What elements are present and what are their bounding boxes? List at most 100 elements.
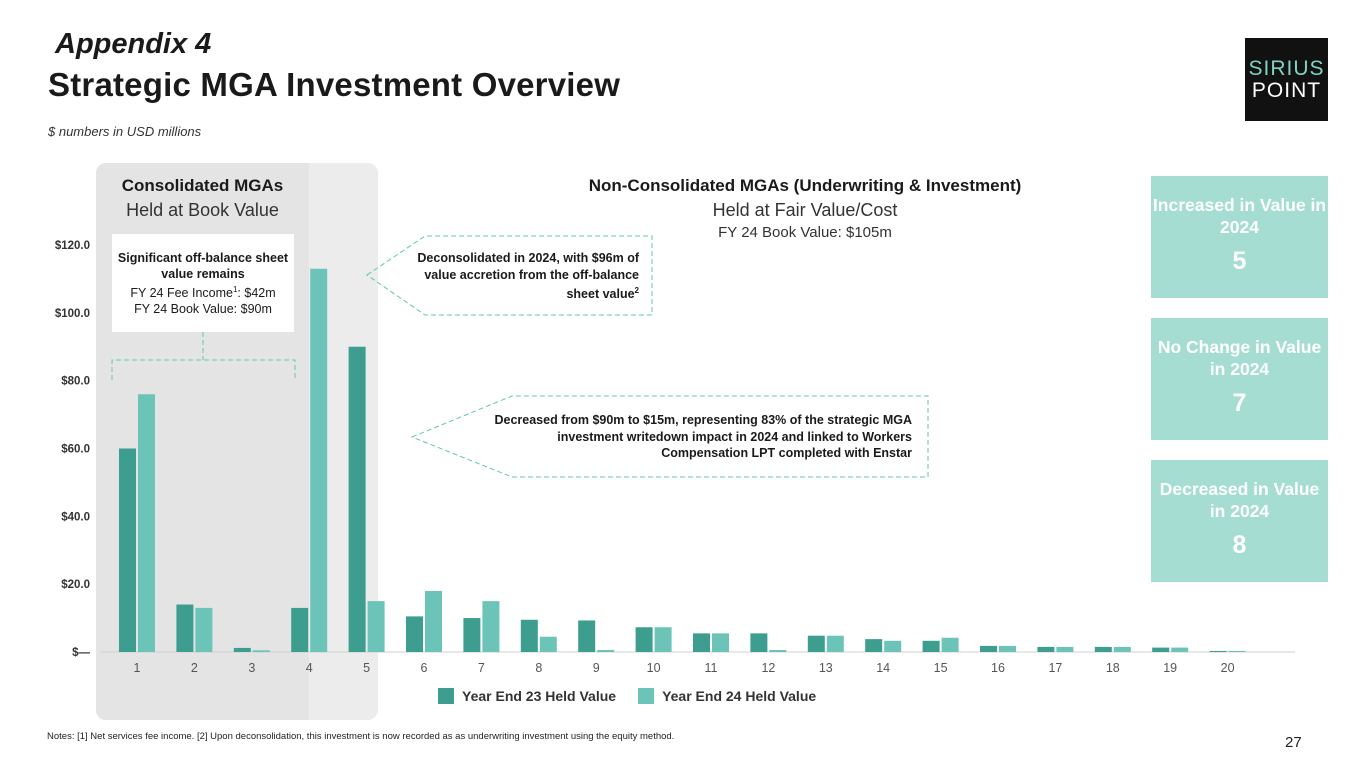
bar-ye24 [539, 636, 557, 652]
deconsolidated-footnote-ref: 2 [634, 286, 639, 295]
sirius-point-logo: SIRIUS POINT [1245, 38, 1328, 121]
bar-ye24 [195, 607, 213, 652]
logo-line-2: POINT [1251, 78, 1322, 102]
y-tick-label: $20.0 [61, 579, 90, 591]
bar-ye24 [1113, 646, 1131, 652]
decreased-value-box: Decreased in Value in 2024 8 [1151, 460, 1328, 582]
x-tick-label: 2 [191, 661, 198, 675]
bar-ye24 [999, 645, 1016, 652]
legend-item-ye24: Year End 24 Held Value [638, 688, 816, 704]
x-tick-label: 14 [876, 661, 890, 675]
bar-ye23 [865, 639, 883, 652]
consolidated-bracket [111, 359, 296, 380]
consolidated-subtitle: Held at Book Value [126, 200, 279, 220]
x-tick-label: 16 [991, 661, 1005, 675]
bar-ye23 [750, 633, 768, 652]
decreased-value-label: Decreased in Value in 2024 [1159, 479, 1320, 521]
bars [119, 268, 1246, 652]
bar-ye24 [1228, 650, 1246, 652]
bar-ye24 [367, 601, 385, 652]
x-tick-label: 20 [1221, 661, 1235, 675]
bar-ye23 [1037, 646, 1055, 652]
decreased-callout-outline [410, 395, 929, 478]
fee-income-value: : $42m [237, 286, 276, 301]
increased-value-box: Increased in Value in 2024 5 [1151, 176, 1328, 298]
non-consolidated-title: Non-Consolidated MGAs (Underwriting & In… [588, 176, 1022, 195]
bar-ye24 [769, 649, 787, 652]
legend-label-ye23: Year End 23 Held Value [462, 688, 617, 704]
deconsolidated-annotation: Deconsolidated in 2024, with $96m of val… [400, 250, 639, 303]
bar-ye23 [807, 635, 825, 652]
bar-ye23 [463, 618, 481, 652]
bar-ye23 [520, 619, 538, 652]
bar-ye23 [119, 448, 136, 652]
bar-ye24 [597, 649, 615, 652]
x-tick-label: 6 [421, 661, 428, 675]
y-tick-label: $80.0 [61, 376, 90, 388]
fee-income-line: FY 24 Fee Income1: $42m [112, 282, 294, 301]
x-tick-label: 11 [705, 661, 718, 675]
x-tick-label: 5 [363, 661, 370, 675]
bar-ye24 [941, 637, 959, 652]
y-tick-label: $60.0 [61, 444, 90, 456]
bar-ye24 [310, 268, 328, 652]
bar-ye23 [922, 640, 940, 652]
x-tick-label: 19 [1163, 661, 1177, 675]
fee-income-footnote-ref: 1 [232, 285, 238, 294]
y-tick-label: $120.0 [55, 240, 90, 252]
x-tick-label: 8 [535, 661, 542, 675]
bar-ye23 [176, 604, 194, 652]
x-tick-label: 7 [478, 661, 485, 675]
x-tick-label: 17 [1048, 661, 1062, 675]
x-tick-label: 13 [819, 661, 833, 675]
callout-lines [111, 235, 929, 478]
bar-ye24 [425, 590, 442, 652]
page-number: 27 [1285, 734, 1302, 751]
x-tick-label: 1 [134, 661, 141, 675]
legend-swatch-ye23 [438, 688, 454, 704]
x-tick-label: 15 [934, 661, 948, 675]
y-tick-label: $— [72, 647, 90, 659]
bar-ye23 [635, 627, 653, 652]
chart-legend: Year End 23 Held Value Year End 24 Held … [438, 688, 838, 704]
y-axis: $— $20.0 $40.0 $60.0 $80.0 $100.0 $120.0 [55, 240, 91, 659]
bar-ye24 [138, 394, 155, 652]
bar-ye23 [1094, 646, 1112, 652]
deconsolidated-annotation-text: Deconsolidated in 2024, with $96m of val… [417, 251, 639, 302]
bar-ye24 [826, 635, 844, 652]
no-change-value-label: No Change in Value in 2024 [1157, 337, 1322, 379]
non-consolidated-book-value: FY 24 Book Value: $105m [718, 224, 892, 241]
x-axis: 1 2 3 4 5 6 7 8 9 10 11 12 13 14 15 16 17 18 19 20 [100, 651, 1295, 675]
x-tick-label: 12 [761, 661, 775, 675]
bar-ye24 [712, 633, 729, 652]
bar-ye23 [693, 633, 710, 652]
page-title: Strategic MGA Investment Overview [48, 66, 621, 103]
x-tick-label: 3 [248, 661, 255, 675]
bar-ye24 [1056, 646, 1074, 652]
y-tick-label: $100.0 [55, 308, 90, 320]
book-value-line: FY 24 Book Value: $90m [134, 302, 272, 317]
deconsolidated-callout-outline [366, 235, 653, 316]
bar-ye23 [980, 645, 997, 652]
legend-item-ye23: Year End 23 Held Value [438, 688, 616, 704]
x-tick-label: 10 [647, 661, 661, 675]
bar-ye23 [406, 616, 423, 652]
no-change-value-box: No Change in Value in 2024 7 [1151, 318, 1328, 440]
consolidated-title: Consolidated MGAs [121, 176, 284, 195]
appendix-label: Appendix 4 [55, 28, 212, 60]
increased-value-label: Increased in Value in 2024 [1152, 195, 1327, 237]
decreased-annotation: Decreased from $90m to $15m, representin… [494, 413, 912, 460]
increased-value-count: 5 [1232, 247, 1247, 275]
bar-ye24 [252, 650, 270, 652]
callout-heading: Significant off-balance sheet value rema… [117, 251, 289, 281]
bar-ye24 [1171, 647, 1189, 652]
units-note: $ numbers in USD millions [48, 124, 202, 139]
bar-ye23 [348, 346, 366, 652]
legend-swatch-ye24 [638, 688, 655, 704]
bar-ye24 [884, 640, 902, 652]
logo-line-1: SIRIUS [1248, 56, 1325, 80]
decreased-value-count: 8 [1232, 531, 1247, 559]
bar-ye23 [291, 607, 309, 652]
x-tick-label: 18 [1106, 661, 1120, 675]
